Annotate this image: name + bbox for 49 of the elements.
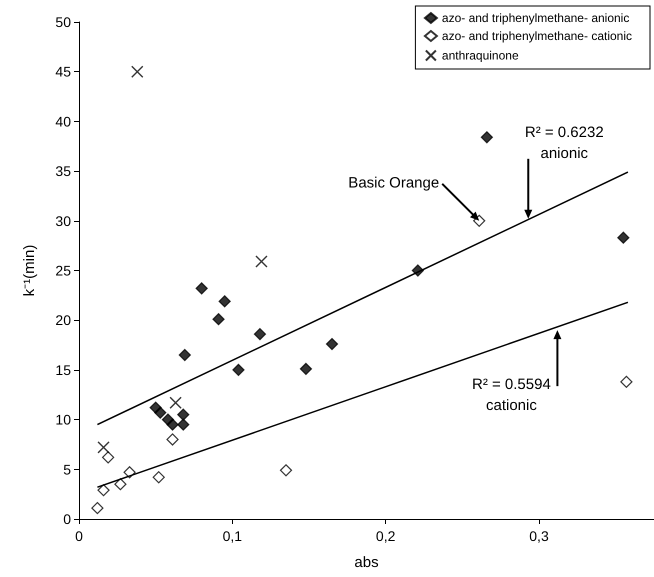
point <box>166 418 179 431</box>
legend-label: anthraquinone <box>442 48 519 62</box>
legend-label: azo- and triphenylmethane- cationic <box>442 29 632 43</box>
point <box>97 484 110 496</box>
point <box>178 348 191 362</box>
point <box>169 396 182 409</box>
point <box>177 408 190 421</box>
point <box>212 313 225 326</box>
point <box>131 66 144 78</box>
x-tick-label: 0,3 <box>529 528 549 544</box>
y-tick-label: 0 <box>63 511 72 527</box>
point <box>620 376 632 388</box>
x-tick-label: 0 <box>75 528 84 544</box>
y-tick-label: 20 <box>55 312 72 328</box>
annotation: R² = 0.5594 cationic <box>472 376 551 414</box>
y-tick-label: 10 <box>55 412 72 428</box>
point <box>91 502 104 514</box>
point <box>326 338 338 350</box>
point <box>300 362 312 376</box>
y-tick-label: 30 <box>55 212 72 229</box>
x-tick-label: 0,2 <box>376 528 396 544</box>
point <box>152 471 165 484</box>
point <box>480 131 493 144</box>
y-tick-label: 35 <box>55 163 72 180</box>
point <box>617 232 630 244</box>
point <box>280 464 292 476</box>
point <box>166 433 179 446</box>
point <box>177 418 190 431</box>
point <box>114 478 126 490</box>
point <box>102 451 114 464</box>
y-axis-title: k⁻¹(min) <box>21 244 38 296</box>
y-tick-label: 50 <box>55 14 72 30</box>
y-tick-label: 40 <box>55 113 72 130</box>
legend-label: azo- and triphenylmethane- anionic <box>442 11 630 25</box>
y-tick-label: 15 <box>55 362 72 378</box>
y-tick-label: 5 <box>63 461 72 478</box>
point <box>97 441 110 454</box>
point <box>218 295 231 308</box>
point <box>154 406 166 419</box>
annotation: R² = 0.6232 anionic <box>524 124 604 162</box>
point <box>232 364 245 376</box>
point <box>255 255 268 268</box>
point <box>196 282 208 294</box>
point <box>254 328 266 340</box>
x-axis-title: abs <box>354 554 379 571</box>
y-tick-label: 25 <box>55 262 72 278</box>
annotation: Basic Orange <box>348 174 440 192</box>
x-tick-label: 0,1 <box>222 528 242 544</box>
y-tick-label: 45 <box>55 64 72 80</box>
